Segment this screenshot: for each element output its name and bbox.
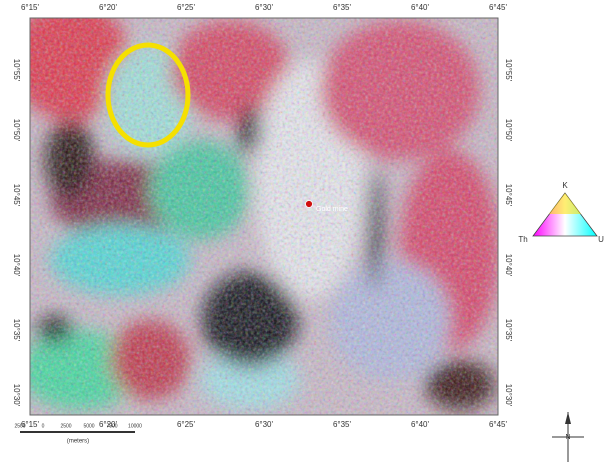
ternary-legend: K Th U — [518, 181, 604, 244]
lon-tick-label-top: 6°20' — [99, 3, 118, 12]
lon-tick-label-top: 6°40' — [411, 3, 430, 12]
lat-tick-label-left: 10°30' — [12, 384, 21, 407]
scale-label: 5000 — [83, 423, 94, 429]
lon-tick-label-top: 6°25' — [177, 3, 196, 12]
lon-tick-label-top: 6°15' — [21, 3, 40, 12]
legend-u: U — [598, 235, 604, 244]
north-arrow: N — [552, 412, 584, 462]
marker-label: Gold mine — [316, 206, 348, 213]
scale-bar: (meters) — [20, 431, 135, 445]
scale-unit: (meters) — [67, 439, 89, 445]
lat-tick-label-right: 10°35' — [504, 319, 513, 342]
lat-tick-label-right: 10°50' — [504, 119, 513, 142]
lon-tick-label-bottom: 6°40' — [411, 420, 430, 429]
north-label: N — [565, 434, 570, 441]
scale-label: 7500 — [106, 423, 117, 429]
gold-mine-marker — [306, 201, 313, 208]
lon-tick-label-bottom: 6°45' — [489, 420, 508, 429]
lat-tick-label-right: 10°45' — [504, 184, 513, 207]
scale-bar-rule — [20, 431, 135, 433]
scale-label: 2500 — [60, 423, 71, 429]
lon-tick-label-top: 6°35' — [333, 3, 352, 12]
lat-tick-label-left: 10°40' — [12, 254, 21, 277]
lon-tick-label-top: 6°30' — [255, 3, 274, 12]
lat-tick-label-left: 10°50' — [12, 119, 21, 142]
lon-tick-label-bottom: 6°35' — [333, 420, 352, 429]
lon-tick-label-bottom: 6°30' — [255, 420, 274, 429]
map-figure: Gold mine K Th U (meters) N 6°15'6°15'6°… — [0, 0, 612, 467]
legend-triangle-top — [549, 193, 581, 214]
scale-label: 2500 — [14, 423, 25, 429]
lat-tick-label-right: 10°30' — [504, 384, 513, 407]
lat-tick-label-right: 10°40' — [504, 254, 513, 277]
lon-tick-label-top: 6°45' — [489, 3, 508, 12]
legend-k: K — [562, 181, 568, 190]
lat-tick-label-left: 10°55' — [12, 59, 21, 82]
scale-label: 10000 — [128, 423, 142, 429]
lat-tick-label-right: 10°55' — [504, 59, 513, 82]
legend-th: Th — [518, 235, 527, 244]
scale-label: 0 — [42, 423, 45, 429]
ternary-image — [10, 0, 500, 415]
lat-tick-label-left: 10°45' — [12, 184, 21, 207]
lat-tick-label-left: 10°35' — [12, 319, 21, 342]
lon-tick-label-bottom: 6°25' — [177, 420, 196, 429]
